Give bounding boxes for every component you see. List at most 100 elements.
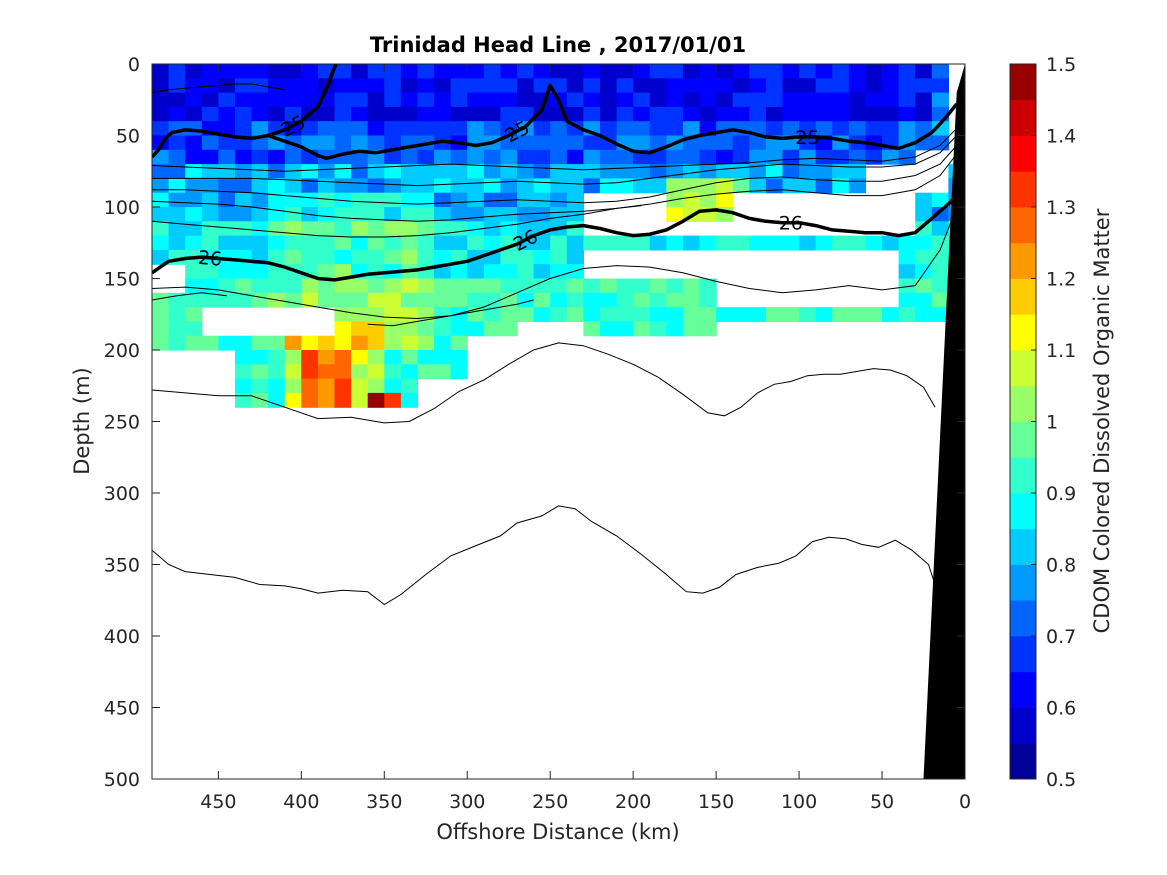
field-cell <box>234 350 253 365</box>
field-cell <box>434 149 452 165</box>
field-cell <box>599 178 618 194</box>
field-cell <box>317 164 336 179</box>
field-cell <box>334 378 352 394</box>
field-cell <box>384 335 402 351</box>
thin-contour-line <box>152 127 958 172</box>
field-cell <box>301 192 319 208</box>
field-cell <box>152 221 170 237</box>
field-cell <box>732 178 750 194</box>
field-cell <box>367 207 385 222</box>
field-cell <box>251 335 269 351</box>
field-cell <box>616 307 634 322</box>
field-cell <box>716 64 734 79</box>
field-cell <box>765 307 784 322</box>
field-cell <box>898 307 916 322</box>
field-cell <box>400 350 419 365</box>
field-cell <box>782 149 800 165</box>
field-cell <box>931 192 950 208</box>
field-cell <box>848 307 867 322</box>
colorbar-tick-label: 1 <box>1046 412 1058 434</box>
field-cell <box>434 235 452 251</box>
field-cell <box>152 78 170 94</box>
field-cell <box>832 164 850 179</box>
field-cell <box>467 321 485 337</box>
field-cell <box>915 64 933 79</box>
contour-label-25: 25 <box>795 127 819 149</box>
field-cell <box>234 378 253 394</box>
chart-title: Trinidad Head Line , 2017/01/01 <box>370 33 746 57</box>
field-cell <box>815 307 833 322</box>
thin-contour-line <box>152 205 642 238</box>
field-cell <box>417 350 435 365</box>
field-cell <box>334 307 352 322</box>
field-cell <box>301 249 319 265</box>
field-cell <box>384 392 402 408</box>
field-cell <box>450 335 468 351</box>
field-cell <box>633 307 651 322</box>
field-cell <box>799 149 817 165</box>
field-cell <box>334 178 352 194</box>
colorbar-segment <box>1010 600 1036 637</box>
field-cell <box>500 106 518 122</box>
field-cell <box>367 335 385 351</box>
field-cell <box>882 149 900 165</box>
field-cell <box>417 292 435 308</box>
field-cell <box>500 178 518 194</box>
field-cell <box>483 178 502 194</box>
field-cell <box>732 307 750 322</box>
field-cell <box>417 64 435 79</box>
field-cell <box>168 149 186 165</box>
field-cell <box>201 192 219 208</box>
field-cell <box>799 106 817 122</box>
field-cell <box>185 221 203 237</box>
field-cell <box>234 278 253 294</box>
field-cell <box>251 235 269 251</box>
field-cell <box>301 392 319 408</box>
field-cell <box>699 321 717 337</box>
field-cell <box>367 249 385 265</box>
field-cell <box>400 335 419 351</box>
field-cell <box>218 64 236 79</box>
field-cell <box>898 64 916 79</box>
field-cell <box>583 321 601 337</box>
field-cell <box>467 64 485 79</box>
field-cell <box>400 378 419 394</box>
field-cell <box>367 221 385 237</box>
field-cell <box>749 307 767 322</box>
field-cell <box>682 121 701 137</box>
field-cell <box>882 121 900 137</box>
field-cell <box>384 149 402 165</box>
colorbar-segment <box>1010 64 1036 101</box>
field-cell <box>533 307 551 322</box>
field-cell <box>334 64 352 79</box>
field-cell <box>450 78 468 94</box>
field-cell <box>367 164 385 179</box>
field-cell <box>699 235 717 251</box>
field-cell <box>583 164 601 179</box>
field-cell <box>450 121 468 137</box>
field-cell <box>351 249 369 265</box>
field-cell <box>218 235 236 251</box>
field-cell <box>351 78 369 94</box>
field-cell <box>351 350 369 365</box>
field-cell <box>898 78 916 94</box>
field-cell <box>367 378 385 394</box>
field-cell <box>201 178 219 194</box>
field-cell <box>599 149 618 165</box>
field-cell <box>467 121 485 137</box>
field-cell <box>533 264 551 280</box>
field-cell <box>251 378 269 394</box>
field-cell <box>666 64 684 79</box>
field-cell <box>517 92 535 108</box>
field-cell <box>201 264 219 280</box>
field-cell <box>666 178 684 194</box>
colorbar-segment <box>1010 99 1036 136</box>
field-cell <box>301 292 319 308</box>
field-cell <box>351 135 369 151</box>
field-cell <box>649 149 667 165</box>
field-cell <box>898 92 916 108</box>
field-cell <box>616 235 634 251</box>
field-cell <box>616 278 634 294</box>
field-cell <box>367 392 385 408</box>
field-cell <box>765 149 784 165</box>
